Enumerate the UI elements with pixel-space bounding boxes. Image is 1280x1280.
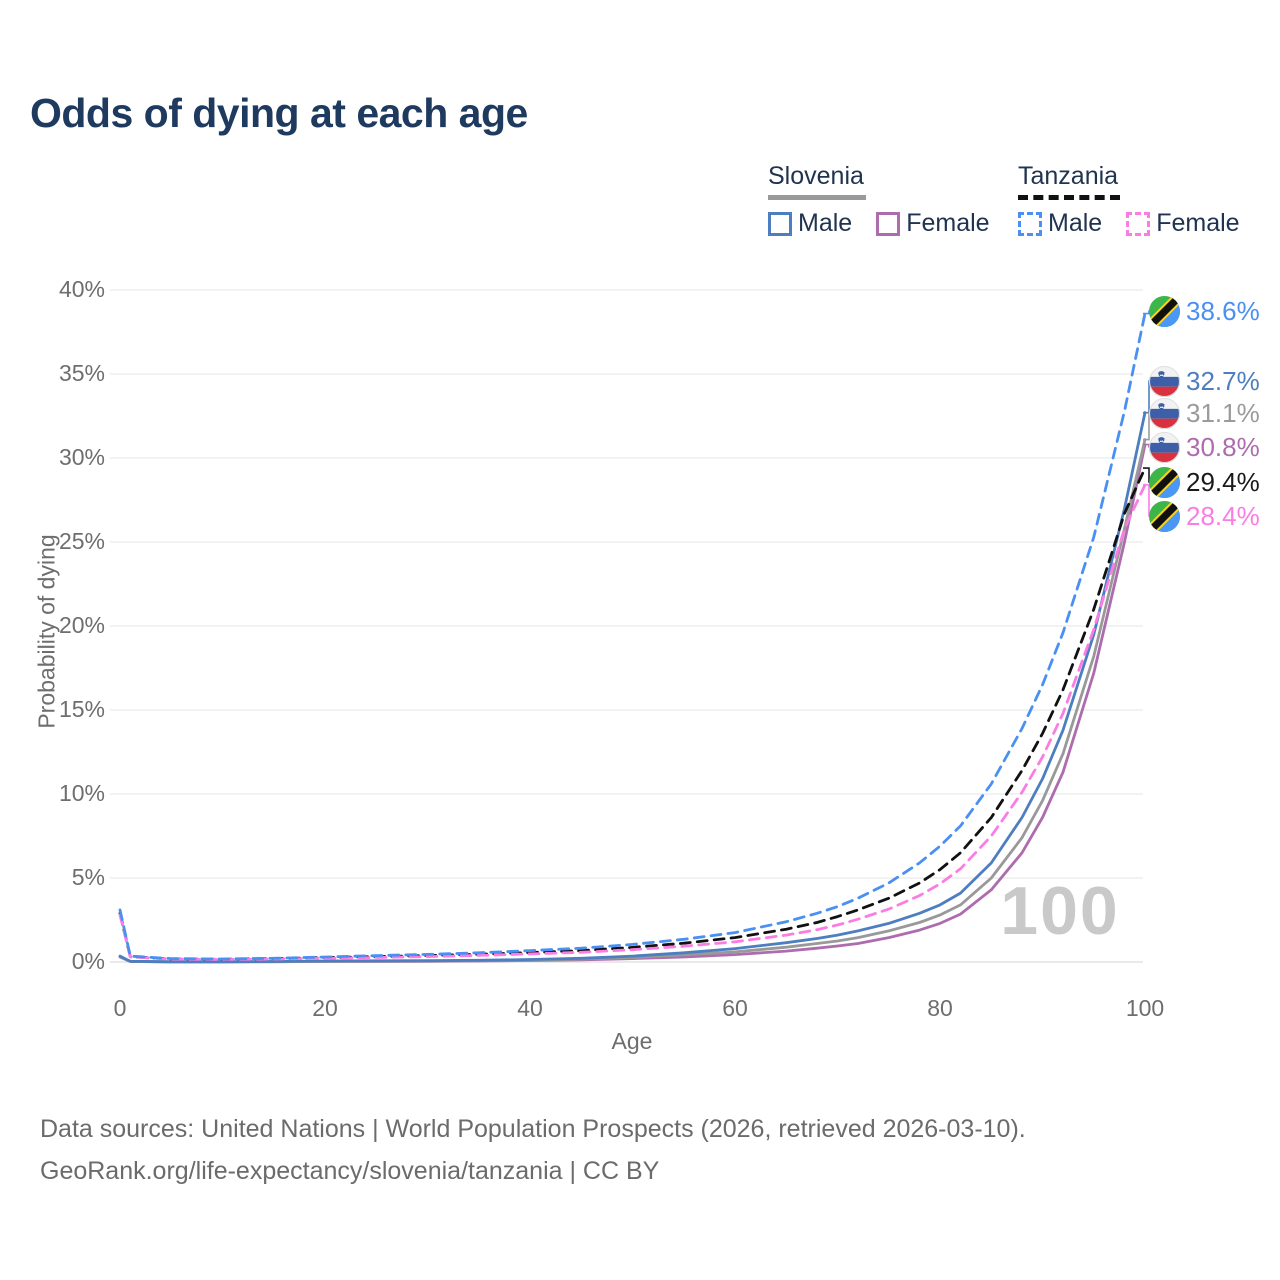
y-tick-label-0%: 0% (71, 948, 105, 974)
legend-item-tanzania-female[interactable]: Female (1126, 209, 1240, 238)
y-tick-label-15%: 15% (58, 696, 105, 722)
y-tick-label-5%: 5% (71, 864, 105, 890)
tanzania-male-swatch-icon (1018, 211, 1042, 236)
y-axis-title: Probability of dying (33, 534, 60, 729)
x-axis-title: Age (611, 1028, 653, 1054)
end-label-value: 29.4% (1186, 466, 1260, 497)
end-label-si_f: 30.8% (1149, 431, 1260, 463)
x-tick-label-20: 20 (312, 995, 338, 1021)
tanzania-flag-icon (1149, 500, 1180, 532)
end-label-value: 30.8% (1186, 431, 1260, 462)
slovenia-female-swatch-icon (876, 211, 901, 236)
source-url-text: GeoRank.org/life-expectancy/slovenia/tan… (40, 1157, 660, 1185)
age-watermark: 100 (1000, 873, 1120, 949)
x-tick-label-100: 100 (1125, 995, 1165, 1021)
slovenia-flag-icon (1149, 365, 1180, 397)
end-label-si_b: 31.1% (1149, 397, 1260, 429)
legend-item-slovenia-female[interactable]: Female (876, 209, 990, 238)
page-title: Odds of dying at each age (30, 90, 528, 136)
end-label-value: 32.7% (1186, 365, 1260, 396)
tanzania-flag-icon (1149, 295, 1180, 327)
end-label-tz_m: 38.6% (1149, 295, 1260, 327)
legend-country-slovenia[interactable]: Slovenia (768, 162, 990, 200)
legend-item-slovenia-male[interactable]: Male (768, 209, 852, 238)
footer: Data sources: United Nations | World Pop… (40, 1108, 1026, 1192)
x-tick-label-80: 80 (927, 995, 953, 1021)
y-tick-label-25%: 25% (58, 528, 105, 554)
legend-item-tanzania-male[interactable]: Male (1018, 209, 1102, 238)
legend-country-label: Tanzania (1018, 162, 1119, 190)
data-sources-text: Data sources: United Nations | World Pop… (40, 1115, 1026, 1143)
y-tick-label-10%: 10% (58, 780, 105, 806)
end-label-tz_f: 28.4% (1149, 500, 1260, 532)
x-tick-label-0: 0 (113, 995, 127, 1021)
slovenia-solid-line-swatch (768, 195, 866, 200)
tanzania-female-swatch-icon (1126, 211, 1151, 236)
legend-group-slovenia: Slovenia Male Female (768, 162, 990, 238)
tanzania-dashed-line-swatch (1018, 195, 1120, 200)
end-label-si_m: 32.7% (1149, 365, 1260, 397)
legend-country-tanzania[interactable]: Tanzania (1018, 162, 1240, 200)
end-label-tz_b: 29.4% (1149, 466, 1260, 498)
y-tick-label-35%: 35% (58, 360, 105, 386)
y-tick-label-30%: 30% (58, 444, 105, 470)
x-tick-label-60: 60 (722, 995, 748, 1021)
y-tick-label-40%: 40% (58, 276, 105, 302)
legend-country-label: Slovenia (768, 162, 864, 190)
y-tick-label-20%: 20% (58, 612, 105, 638)
x-tick-label-40: 40 (517, 995, 543, 1021)
series-line-tz_m[interactable] (118, 312, 1147, 961)
slovenia-male-swatch-icon (768, 211, 792, 236)
slovenia-flag-icon (1149, 431, 1180, 463)
legend-group-tanzania: Tanzania Male Female (1018, 162, 1240, 238)
series-line-si_m[interactable] (118, 411, 1147, 964)
tanzania-flag-icon (1149, 466, 1180, 498)
slovenia-flag-icon (1149, 397, 1180, 429)
end-label-value: 31.1% (1186, 397, 1260, 428)
end-label-value: 38.6% (1186, 295, 1260, 326)
end-label-value: 28.4% (1186, 500, 1260, 531)
